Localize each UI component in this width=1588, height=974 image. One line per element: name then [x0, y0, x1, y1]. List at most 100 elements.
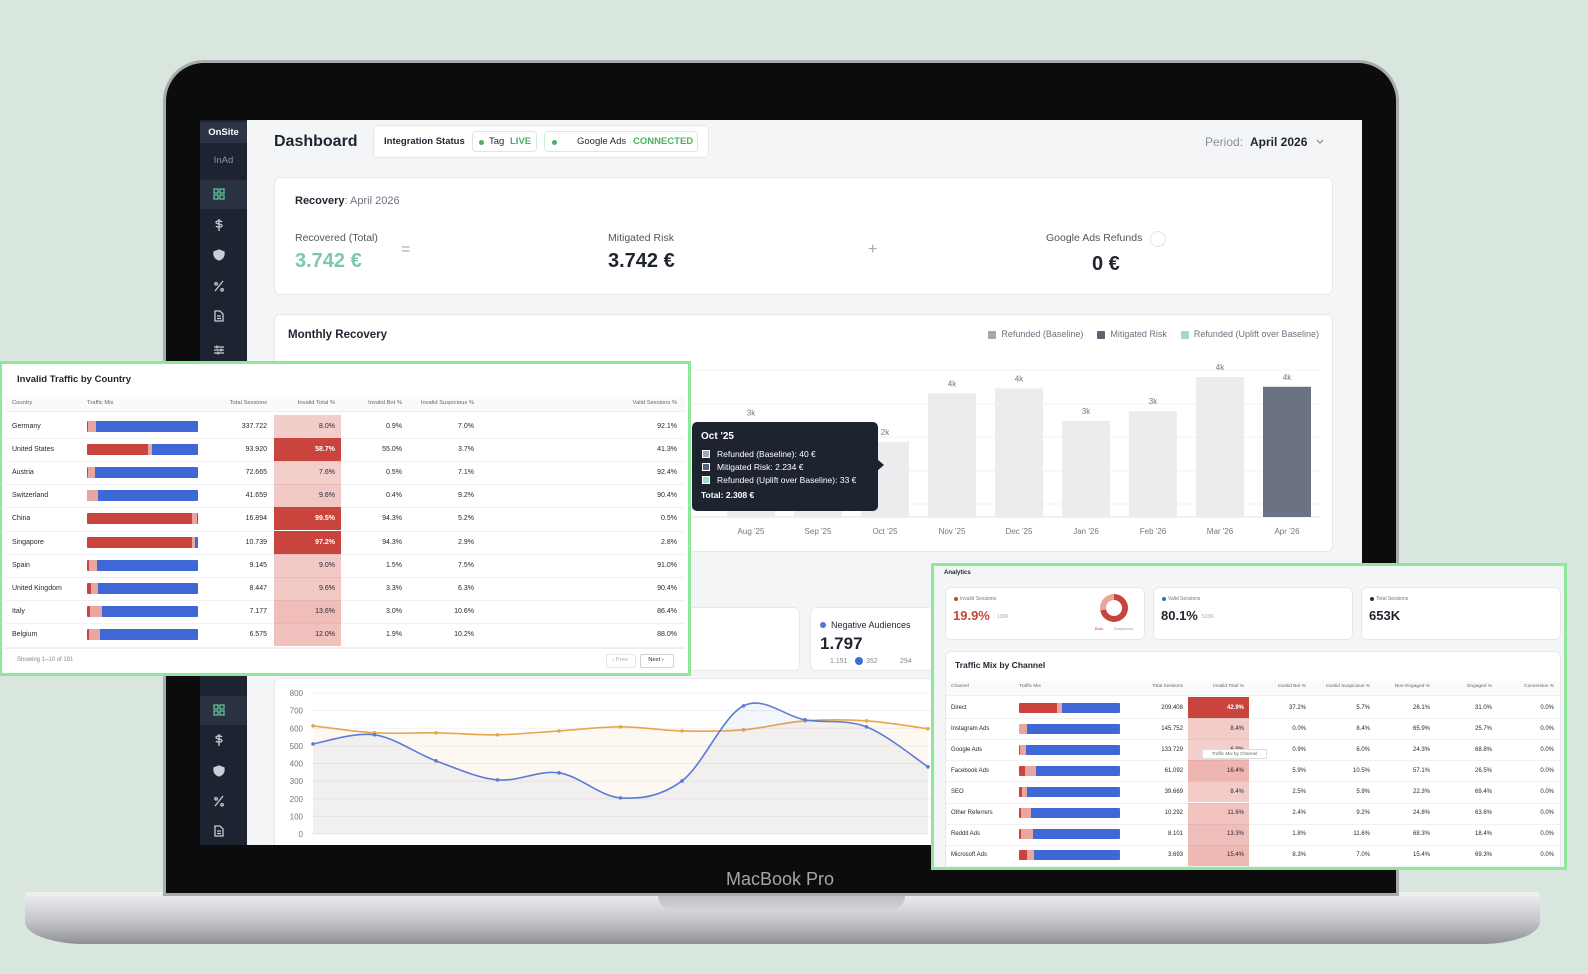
- nav-label[interactable]: InAd: [213, 155, 234, 166]
- legend-item: Refunded (Uplift over Baseline): [1180, 329, 1319, 339]
- integration-label: Integration Status: [384, 136, 465, 147]
- column-header: Channel: [951, 684, 969, 690]
- mix-suspicious: [87, 490, 98, 502]
- table-cell: 0.0%: [1292, 725, 1306, 732]
- table-cell: Microsoft Ads: [951, 852, 988, 859]
- table-cell: 16.894: [245, 515, 267, 523]
- bar-label: 3k: [1082, 407, 1091, 416]
- next-button[interactable]: [640, 654, 674, 668]
- invalid-cell: [1188, 697, 1249, 719]
- table-cell: 11.6%: [1227, 810, 1244, 817]
- invalid-cell: [274, 576, 341, 601]
- table-cell: 42.9%: [1226, 704, 1244, 711]
- table-cell: 25.7%: [1474, 725, 1492, 732]
- table-cell: 9.145: [249, 561, 267, 569]
- point: [434, 731, 438, 735]
- bar: [1263, 386, 1311, 517]
- point: [495, 732, 500, 737]
- table-cell: 72.665: [245, 469, 267, 476]
- hover-tooltip: [1202, 749, 1267, 759]
- bar-label: 2k: [881, 428, 890, 437]
- mix-valid: [152, 443, 198, 455]
- table-cell: SEO: [951, 788, 964, 795]
- mix-valid: [1027, 786, 1120, 797]
- prev-button[interactable]: [606, 654, 636, 668]
- mix-valid: [1030, 808, 1120, 819]
- mix-bot: [1019, 702, 1057, 713]
- ads-pill[interactable]: [544, 131, 698, 152]
- point: [434, 759, 438, 763]
- device-label: MacBook Pro: [725, 869, 835, 889]
- screen-content: OnSite InAd Dashboard Integration Status…: [200, 120, 1362, 845]
- nav-icon: [215, 734, 223, 746]
- mix-suspicious: [191, 536, 195, 548]
- traffic-mix: [1019, 786, 1120, 797]
- table-cell: 0.0%: [1540, 725, 1554, 732]
- table-header-bg: [946, 680, 1560, 696]
- traffic-mix: [87, 467, 198, 478]
- row-divider: [5, 460, 685, 462]
- tag-pill[interactable]: [472, 131, 537, 152]
- row-divider: [5, 530, 685, 532]
- table-cell: 93.920: [245, 445, 267, 453]
- kpi-label: Recovered (Total): [295, 232, 378, 244]
- mix-bot: [1019, 850, 1028, 861]
- row-divider: [946, 718, 1560, 720]
- table-cell: 65.9%: [1412, 725, 1430, 732]
- period-value[interactable]: April 2026: [1250, 135, 1308, 149]
- kpi-label: Google Ads Refunds: [1046, 232, 1143, 244]
- nav-icon: [215, 219, 223, 231]
- table-cell: 0.4%: [386, 492, 402, 500]
- mix-bot: [87, 420, 88, 432]
- y-tick-label: 0: [299, 830, 304, 839]
- chart-title: Monthly Recovery: [288, 329, 388, 341]
- nav-icon: [214, 310, 224, 322]
- table-cell: Direct: [951, 704, 967, 711]
- table-cell: 10.5%: [1352, 767, 1370, 774]
- audience-card: [810, 607, 934, 671]
- tooltip-line: Refunded (Uplift over Baseline): 33 €: [717, 474, 857, 485]
- mix-valid: [1025, 744, 1120, 755]
- mix-suspicious: [87, 420, 96, 432]
- table-cell: Reddit Ads: [951, 831, 981, 838]
- mix-suspicious: [1024, 765, 1036, 776]
- mix-valid: [95, 467, 198, 478]
- mix-valid: [100, 629, 198, 641]
- row-divider: [5, 437, 685, 439]
- table-cell: 9.6%: [319, 492, 335, 500]
- table-cell: 7.177: [249, 608, 267, 616]
- x-tick-label: Nov '25: [939, 527, 966, 536]
- audience-value: 1.797: [820, 634, 863, 653]
- tooltip-swatch: [702, 463, 710, 471]
- table-cell: 3.0%: [386, 608, 402, 616]
- mix-suspicious: [87, 467, 96, 478]
- invalid-cell: [1188, 718, 1249, 740]
- mix-suspicious: [88, 559, 97, 571]
- mix-suspicious: [1019, 723, 1028, 734]
- icon-shape: [214, 310, 224, 322]
- nav-icon: [214, 825, 224, 837]
- mix-valid: [1062, 702, 1120, 713]
- bar-label: 3k: [1149, 397, 1158, 406]
- traffic-mix: [1019, 765, 1120, 776]
- table-cell: Other Referrers: [951, 810, 993, 817]
- table-cell: 5.2%: [458, 515, 474, 523]
- table-cell: 2.9%: [458, 538, 474, 546]
- legend-label: Refunded (Uplift over Baseline): [1193, 329, 1319, 339]
- table-cell: 3.7%: [458, 445, 474, 453]
- table-cell: 6.0%: [1356, 746, 1370, 753]
- y-tick-label: 600: [290, 724, 304, 733]
- invalid-cell: [274, 414, 341, 438]
- table-cell: 7.0%: [458, 422, 474, 430]
- column-header: Conversion %: [1524, 684, 1554, 690]
- table-cell: 8.0%: [319, 422, 335, 430]
- invalid-cell: [274, 623, 341, 647]
- table-cell: 2.5%: [1292, 788, 1306, 795]
- table-cell: 8.4%: [1356, 725, 1370, 732]
- y-tick-label: 400: [290, 760, 304, 769]
- kpi-dot: [1370, 597, 1374, 601]
- tooltip-swatch: [702, 476, 710, 484]
- table-cell: 24.8%: [1412, 810, 1430, 817]
- row-divider: [5, 600, 685, 602]
